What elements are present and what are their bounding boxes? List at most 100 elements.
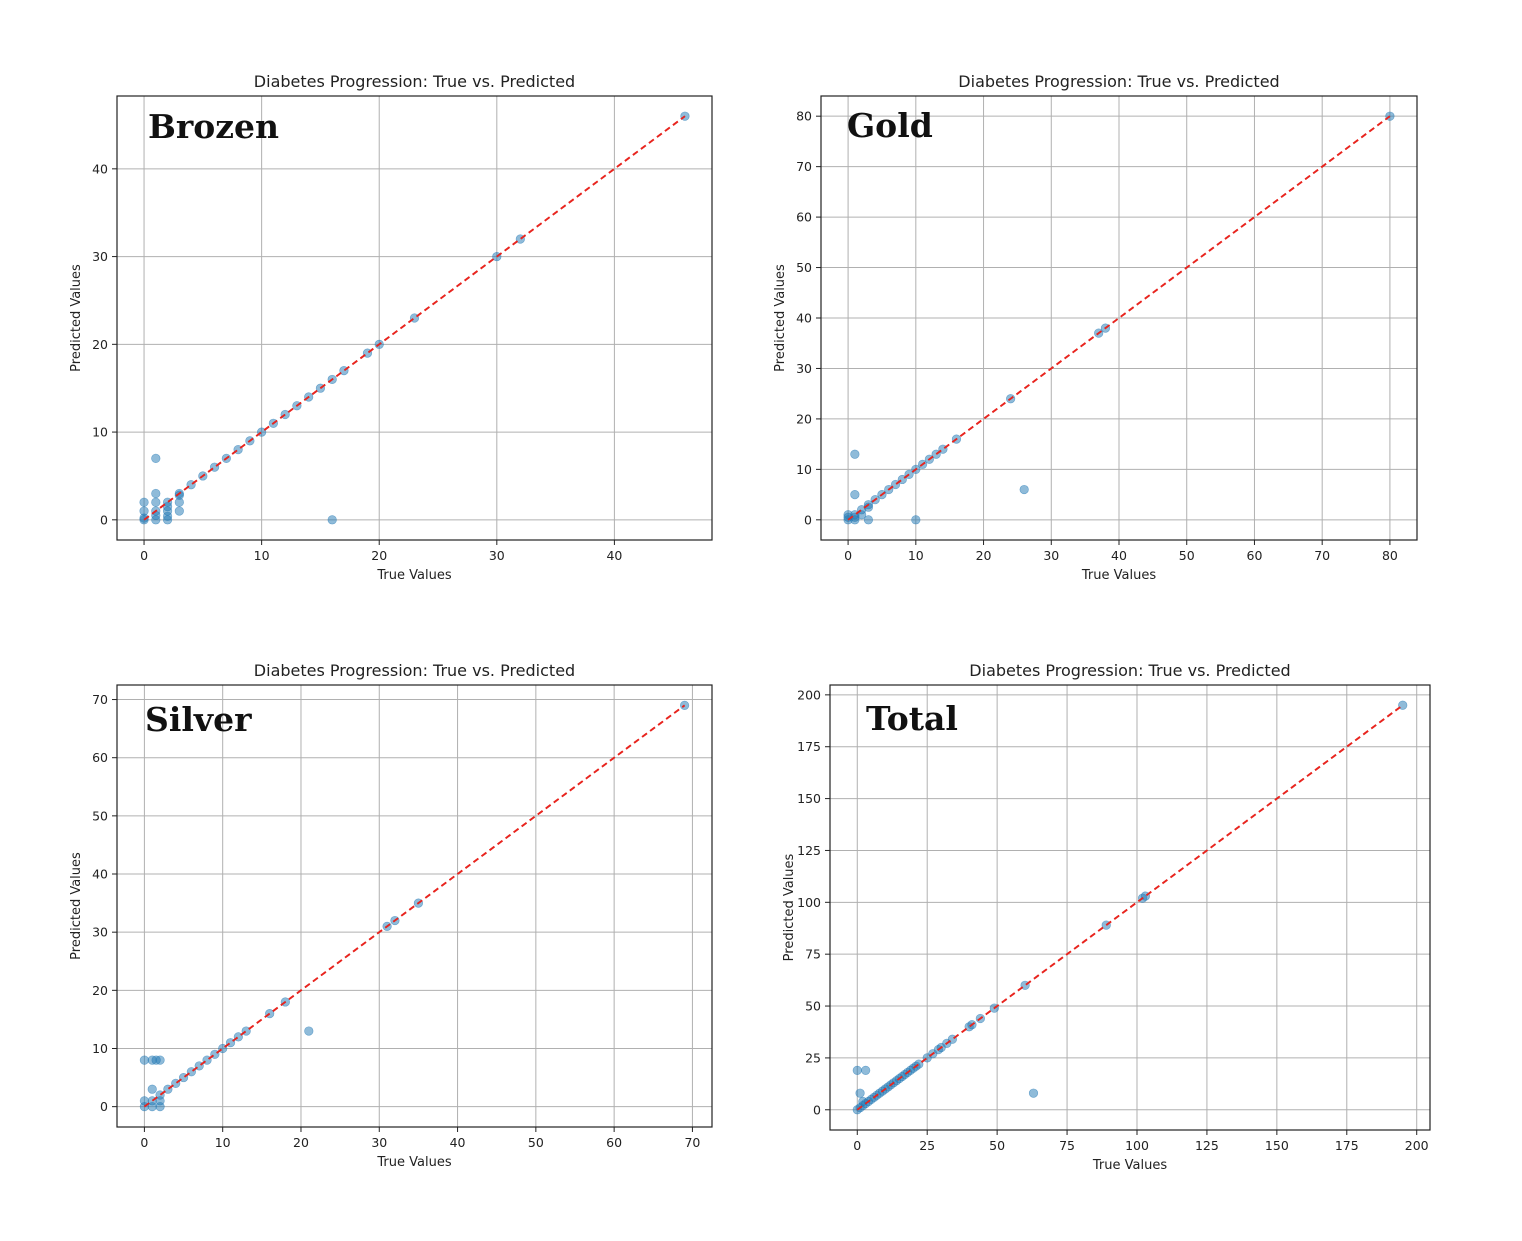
data-point [151,453,161,463]
y-tick-label: 200 [797,687,821,702]
chart-panel-total: 0 25 50 75 100 125 150 175 200 0 25 50 75 100 125 150 17… [761,620,1522,1241]
y-tick-label: 10 [92,1041,108,1056]
y-tick-label: 40 [92,867,108,882]
x-axis-label: True Values [1092,1158,1167,1173]
data-point [855,1088,865,1098]
y-axis-label: Predicted Values [782,853,797,961]
y-tick-label: 20 [92,983,108,998]
x-tick-label: 70 [684,1135,700,1150]
data-point [304,1026,314,1036]
chart-title: Diabetes Progression: True vs. Predicted [254,72,575,91]
y-axis-label: Predicted Values [69,264,84,372]
y-tick-label: 0 [100,512,108,527]
reference-line-overlay [143,115,686,521]
x-tick-label: 70 [1314,548,1330,563]
y-tick-label: 50 [92,808,108,823]
data-point [162,502,173,512]
x-tick-label: 20 [976,548,992,563]
data-point [174,506,184,516]
y-tick-label: 30 [796,361,812,376]
plot-frame [116,95,713,541]
data-point [1028,1088,1039,1098]
y-tick-label: 10 [796,462,812,477]
y-axis-label: Predicted Values [773,264,788,372]
y-tick-label: 50 [796,260,812,275]
x-axis-label: True Values [376,1155,451,1170]
chart-title: Diabetes Progression: True vs. Predicted [969,661,1290,680]
chart-panel-gold: 0 10 20 30 40 50 60 70 80 0 10 20 30 40 50 60 70 80 Diabe… [761,0,1522,620]
x-tick-label: 0 [140,1135,148,1150]
data-point [861,1065,871,1075]
chart-panel-silver: 0 10 20 30 40 50 60 70 0 10 20 30 40 50 60 70 Diabetes … [0,620,761,1241]
data-point [863,515,874,525]
data-point [174,490,184,500]
y-tick-label: 40 [796,311,812,326]
x-tick-label: 40 [450,1135,466,1150]
data-point [327,515,337,525]
x-tick-label: 200 [1405,1138,1429,1153]
y-tick-label: 40 [92,161,108,176]
panel-label-gold: Gold [847,106,933,145]
data-point [911,515,921,525]
x-tick-label: 100 [1125,1138,1149,1153]
scatter-plot-total: 0 25 50 75 100 125 150 175 200 0 25 50 75 100 125 150 17… [782,661,1431,1173]
data-point [139,513,149,523]
data-point [1398,700,1408,710]
x-tick-label: 25 [919,1138,935,1153]
panel-label-brozen: Brozen [148,107,279,146]
y-tick-label: 150 [797,791,821,806]
reference-line-overlay [856,704,1404,1111]
x-tick-label: 80 [1382,548,1398,563]
scatter-plot-gold: 0 10 20 30 40 50 60 70 80 0 10 20 30 40 50 60 70 80 Diabe… [773,72,1418,583]
x-tick-label: 125 [1195,1138,1219,1153]
y-tick-label: 50 [805,999,821,1014]
x-tick-label: 0 [844,548,852,563]
data-point [679,700,690,710]
scatter-plot-brozen: 0 10 20 30 40 0 10 20 30 40 Diabetes Progression:… [69,72,713,583]
panel-label-total: Total [866,699,958,738]
data-point [852,1065,862,1075]
x-axis-label: True Values [376,568,451,583]
y-tick-label: 0 [100,1099,108,1114]
chart-title: Diabetes Progression: True vs. Predicted [254,661,575,680]
x-tick-label: 40 [606,548,622,563]
scatter-plot-silver: 0 10 20 30 40 50 60 70 0 10 20 30 40 50 60 70 Diabetes … [69,661,713,1170]
x-tick-label: 175 [1335,1138,1359,1153]
y-tick-label: 0 [804,512,812,527]
x-tick-label: 50 [1179,548,1195,563]
x-tick-label: 10 [215,1135,231,1150]
y-tick-label: 125 [797,843,821,858]
y-tick-label: 100 [797,895,821,910]
reference-line-overlay [847,115,1391,521]
y-tick-label: 60 [92,750,108,765]
y-tick-label: 80 [796,109,812,124]
x-tick-label: 10 [254,548,270,563]
data-point [139,1055,150,1065]
plot-frame [829,684,1431,1131]
data-point [1019,484,1029,495]
x-axis-label: True Values [1081,568,1156,583]
x-tick-label: 40 [1111,548,1127,563]
plot-frame [116,684,713,1128]
x-tick-label: 30 [1043,548,1059,563]
data-point [139,497,149,507]
y-tick-label: 30 [92,249,108,264]
y-tick-label: 10 [92,425,108,440]
reference-line-overlay [143,704,686,1108]
data-point [850,449,860,459]
x-tick-label: 30 [371,1135,387,1150]
x-tick-label: 0 [140,548,148,563]
y-tick-label: 175 [797,739,821,754]
y-tick-label: 30 [92,925,108,940]
x-tick-label: 20 [293,1135,309,1150]
y-tick-label: 70 [796,159,812,174]
data-point [151,488,161,499]
x-tick-label: 75 [1059,1138,1075,1153]
x-tick-label: 0 [853,1138,861,1153]
data-point [147,1084,157,1094]
data-point [155,1055,165,1065]
y-tick-label: 0 [813,1102,821,1117]
y-tick-label: 20 [796,411,812,426]
x-tick-label: 10 [908,548,924,563]
data-point [162,511,173,521]
